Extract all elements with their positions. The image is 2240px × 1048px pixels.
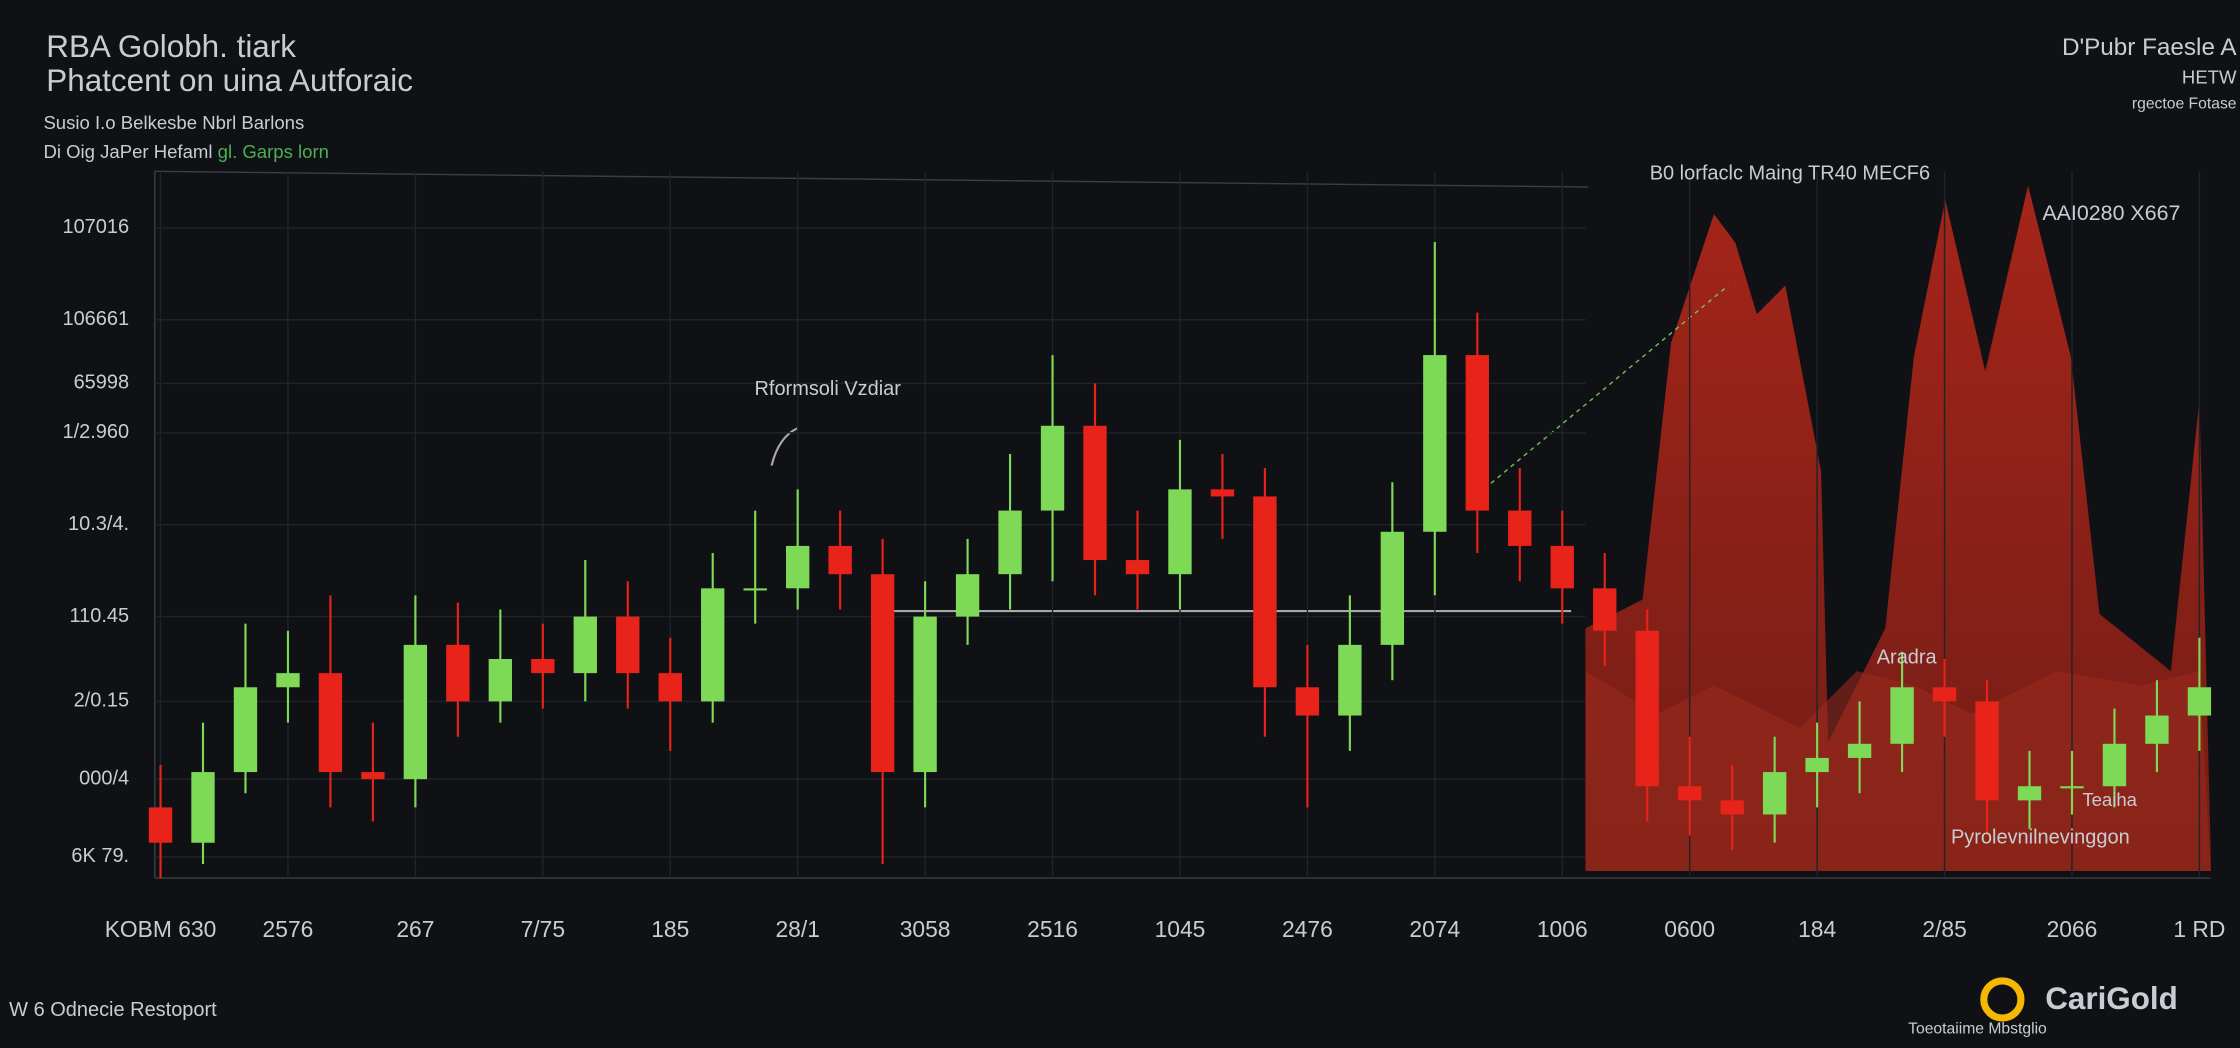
subtitle: Phatcent on uina Autforaic (46, 63, 413, 98)
candle-body (318, 673, 343, 773)
candle-body (488, 658, 513, 702)
x-tick-label: 267 (396, 916, 434, 942)
candle-body (2017, 786, 2042, 801)
candle-body (658, 673, 682, 702)
candle-body (1762, 772, 1787, 815)
top-right: rgectoe Fotase (2132, 95, 2237, 112)
panel-title: B0 lorfaclc Maing TR40 MECF6 (1650, 162, 1930, 184)
candle-body (2102, 743, 2127, 787)
candle-body (998, 510, 1022, 575)
candle-body (531, 658, 555, 674)
brand-note: Toeotaiime Mbstglio (1908, 1021, 2047, 1038)
candle-body (403, 644, 428, 780)
candle-body (1593, 588, 1617, 631)
candle-body (828, 545, 852, 575)
candle-body (1550, 545, 1574, 589)
candle-body (1040, 425, 1065, 511)
candle-body (870, 574, 895, 773)
panel-code: AAI0280 X667 (2042, 201, 2180, 225)
candle-body (1508, 510, 1532, 546)
x-tick-label: 0600 (1664, 916, 1715, 942)
candle-body (1890, 687, 1914, 744)
candle-body (1932, 687, 1957, 702)
candle-body (361, 772, 385, 780)
candle-body (1338, 644, 1362, 716)
x-tick-label: 2516 (1027, 916, 1078, 942)
candle-body (616, 616, 640, 674)
y-tick-label: 2/0.15 (74, 690, 130, 712)
brand: CariGold (2045, 981, 2178, 1016)
candle-body (1380, 531, 1405, 645)
note: Di Oig JaPer Hefaml gl. Garps lorn (43, 141, 329, 162)
candle-body (1253, 496, 1277, 688)
candle-body (701, 588, 725, 702)
candle-body (1083, 425, 1107, 561)
candle-body (2060, 786, 2084, 789)
title: RBA Golobh. tiark (46, 29, 296, 64)
candle-body (1678, 786, 1702, 801)
candle-body (573, 616, 597, 674)
candle-body (233, 687, 258, 773)
y-tick-label: 110.45 (70, 605, 130, 627)
candle-body (1847, 743, 1872, 758)
panel-label: Pyrolevnilnevinggon (1951, 826, 2130, 848)
x-tick-label: 2074 (1409, 916, 1460, 942)
note-highlight: gl. Garps lorn (218, 141, 329, 162)
candle-body (743, 588, 767, 591)
candle-body (1210, 489, 1235, 497)
x-tick-label: 185 (651, 916, 689, 942)
panel-label: Aradra (1877, 646, 1938, 668)
annotation-arrow (770, 427, 798, 466)
panel-label: Teaiha (2082, 789, 2137, 810)
candle-body (2145, 715, 2169, 744)
candle-body (2187, 687, 2212, 716)
y-tick-label: 10.3/4. (68, 513, 129, 535)
candle-body (1805, 757, 1829, 773)
note-text: Di Oig JaPer Hefaml (43, 141, 212, 162)
x-tick-label: 2476 (1282, 916, 1333, 942)
annotation: Rformsoli Vzdiar (754, 378, 901, 400)
note: Susio I.o Belkesbe Nbrl Barlons (43, 112, 304, 133)
x-tick-label: 2576 (263, 916, 314, 942)
y-tick-label: 107016 (62, 216, 129, 238)
candle-body (1720, 800, 1744, 815)
candle-body (148, 807, 173, 843)
x-tick-label: 7/75 (521, 916, 565, 942)
y-tick-label: 6K 79. (71, 845, 129, 867)
plot-top (154, 170, 1589, 188)
x-tick-label: 3058 (900, 916, 951, 942)
red-area-lower (1585, 671, 2211, 871)
x-tick-label: 1 RD (2173, 916, 2225, 942)
top-right: D'Pubr Faesle A (2062, 34, 2237, 61)
x-tick-label: 184 (1798, 916, 1836, 942)
x-tick-label: 28/1 (775, 916, 819, 942)
candle-body (1635, 630, 1659, 787)
candle-body (1125, 560, 1150, 575)
x-tick-label: 1006 (1537, 916, 1588, 942)
candle-body (1975, 701, 1999, 801)
candle-body (785, 545, 810, 589)
candle-body (1295, 687, 1320, 716)
x-tick-label: 2066 (2047, 916, 2098, 942)
candle-body (446, 644, 470, 702)
y-tick-label: 000/4 (79, 767, 129, 789)
y-tick-label: 106661 (62, 308, 129, 330)
candle-body (276, 673, 300, 688)
x-tick-label: KOBM 630 (105, 916, 217, 942)
candle-body (191, 772, 215, 843)
x-tick-label: 2/85 (1922, 916, 1966, 942)
x-tick-label: 1045 (1155, 916, 1206, 942)
footer: W 6 Odnecie Restoport (9, 999, 217, 1021)
candle-body (1168, 489, 1192, 575)
candle-body (913, 616, 937, 773)
candle-body (1465, 355, 1489, 511)
y-tick-label: 1/2.960 (62, 421, 129, 443)
y-tick-label: 65998 (74, 372, 130, 394)
candle-body (1423, 355, 1447, 532)
top-right: HETW (2182, 66, 2237, 87)
brand-logo (1980, 977, 2025, 1022)
candle-body (955, 574, 980, 617)
